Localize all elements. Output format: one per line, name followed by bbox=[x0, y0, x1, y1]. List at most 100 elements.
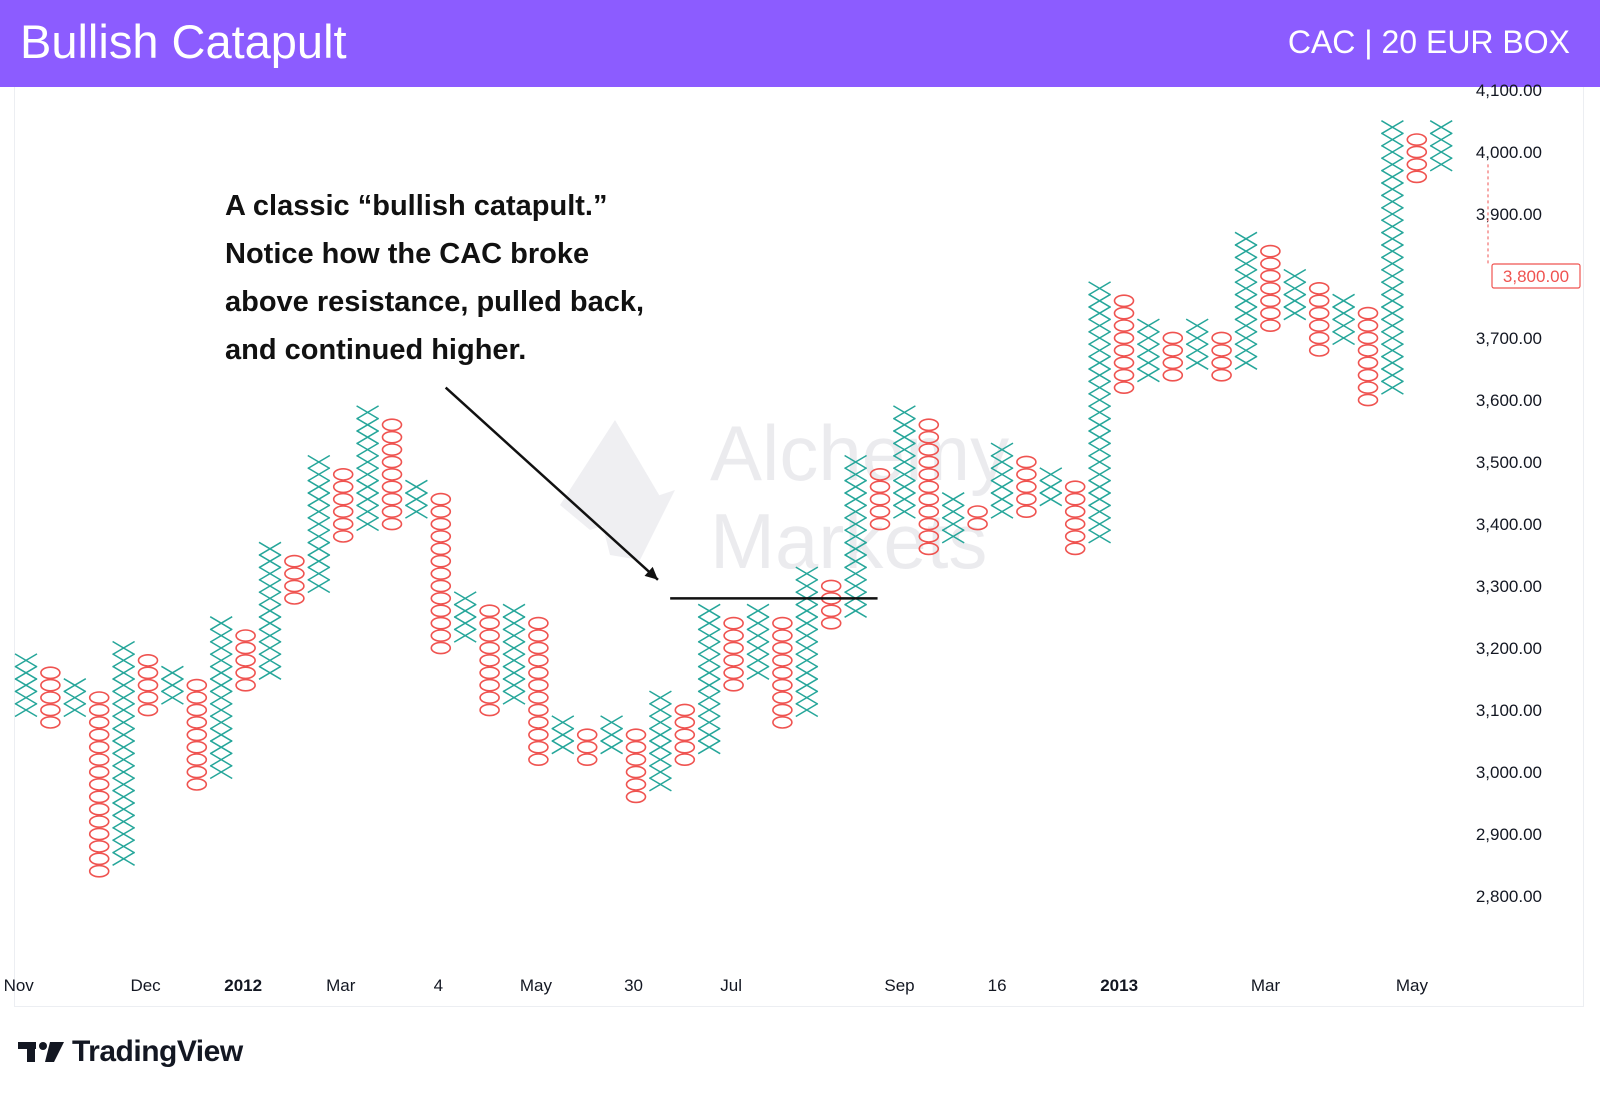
x-column bbox=[453, 591, 477, 643]
x-box bbox=[1234, 293, 1258, 308]
price-axis: 4,100.00 4,000.00 3,900.00 3,700.00 3,600.00… bbox=[1476, 81, 1581, 906]
o-column bbox=[1113, 294, 1135, 394]
o-column bbox=[1260, 244, 1281, 332]
o-box bbox=[772, 654, 793, 667]
o-box bbox=[1357, 319, 1379, 332]
o-box bbox=[479, 641, 500, 655]
o-box bbox=[430, 492, 452, 506]
y-tick-label: 3,900.00 bbox=[1476, 205, 1542, 224]
time-axis: Nov Dec 2012 Mar 4 May 30 Jul Sep 16 2013 Mar May bbox=[4, 976, 1429, 995]
x-box bbox=[453, 628, 477, 643]
x-box bbox=[112, 715, 135, 730]
o-box bbox=[528, 678, 549, 692]
o-box bbox=[918, 517, 940, 531]
tradingview-logo-icon bbox=[18, 1042, 64, 1062]
x-box bbox=[1381, 120, 1404, 135]
x-box bbox=[1381, 380, 1404, 395]
o-box bbox=[88, 716, 110, 729]
o-box bbox=[576, 728, 598, 742]
x-box bbox=[600, 727, 623, 742]
x-box bbox=[697, 690, 721, 705]
x-tick-label: Mar bbox=[1251, 976, 1281, 995]
x-box bbox=[1429, 120, 1453, 135]
o-column bbox=[479, 604, 500, 717]
x-box bbox=[356, 479, 379, 494]
o-box bbox=[1406, 170, 1428, 184]
o-box bbox=[186, 753, 208, 766]
x-box bbox=[112, 740, 135, 755]
x-box bbox=[1137, 330, 1160, 346]
o-box bbox=[479, 616, 500, 630]
x-box bbox=[307, 479, 331, 494]
o-box bbox=[186, 678, 208, 692]
x-tick-label: Jul bbox=[720, 976, 742, 995]
x-box bbox=[356, 454, 379, 470]
last-price-label: 3,800.00 bbox=[1503, 267, 1569, 286]
o-box bbox=[528, 753, 549, 766]
o-box bbox=[1260, 294, 1281, 308]
x-box bbox=[112, 640, 135, 656]
o-box bbox=[820, 579, 842, 593]
y-tick-label: 3,400.00 bbox=[1476, 515, 1542, 534]
o-box bbox=[1113, 319, 1135, 332]
x-box bbox=[1088, 343, 1111, 358]
x-box bbox=[502, 678, 526, 693]
o-box bbox=[674, 740, 696, 754]
x-box bbox=[795, 653, 819, 668]
watermark-logo-icon-lower bbox=[600, 490, 675, 560]
x-box bbox=[307, 467, 331, 482]
o-box bbox=[88, 691, 110, 704]
x-box bbox=[1185, 355, 1209, 370]
x-box bbox=[63, 678, 87, 693]
x-box bbox=[844, 603, 867, 618]
o-box bbox=[381, 467, 403, 481]
x-box bbox=[1088, 467, 1111, 482]
o-box bbox=[88, 740, 110, 754]
x-box bbox=[1137, 355, 1160, 370]
o-box bbox=[1113, 381, 1135, 394]
y-tick-label: 2,900.00 bbox=[1476, 825, 1542, 844]
x-box bbox=[1185, 330, 1209, 346]
x-box bbox=[209, 740, 233, 755]
x-tick-label: Mar bbox=[326, 976, 356, 995]
x-box bbox=[844, 454, 867, 470]
watermark: Alchemy Markets bbox=[560, 409, 1009, 585]
y-tick-label: 3,200.00 bbox=[1476, 639, 1542, 658]
o-box bbox=[1211, 356, 1232, 370]
x-column bbox=[746, 603, 770, 680]
x-box bbox=[112, 814, 135, 829]
o-box bbox=[40, 716, 61, 729]
o-box bbox=[284, 554, 305, 568]
o-column bbox=[40, 666, 61, 729]
o-box bbox=[430, 579, 452, 593]
o-box bbox=[918, 467, 940, 481]
o-box bbox=[381, 505, 403, 518]
o-box bbox=[479, 604, 500, 618]
o-box bbox=[88, 840, 110, 853]
annotation-arrowhead bbox=[644, 566, 658, 580]
x-box bbox=[1283, 293, 1307, 308]
o-column bbox=[284, 554, 305, 605]
x-box bbox=[551, 715, 575, 730]
x-box bbox=[356, 467, 379, 482]
o-box bbox=[88, 765, 110, 779]
o-box bbox=[381, 455, 403, 469]
o-box bbox=[235, 654, 256, 667]
x-box bbox=[502, 665, 526, 680]
x-box bbox=[746, 640, 770, 656]
x-box bbox=[795, 616, 819, 631]
o-box bbox=[430, 530, 452, 543]
o-column bbox=[137, 654, 159, 717]
x-column bbox=[990, 442, 1014, 519]
o-box bbox=[1211, 368, 1232, 382]
x-box bbox=[551, 740, 575, 755]
o-box bbox=[284, 579, 305, 593]
o-column bbox=[430, 492, 452, 655]
o-box bbox=[88, 815, 110, 828]
o-box bbox=[674, 703, 696, 717]
watermark-line-1: Alchemy bbox=[710, 409, 1009, 497]
x-column bbox=[502, 603, 526, 705]
o-box bbox=[1260, 244, 1281, 258]
o-box bbox=[918, 542, 940, 556]
o-box bbox=[137, 703, 159, 717]
